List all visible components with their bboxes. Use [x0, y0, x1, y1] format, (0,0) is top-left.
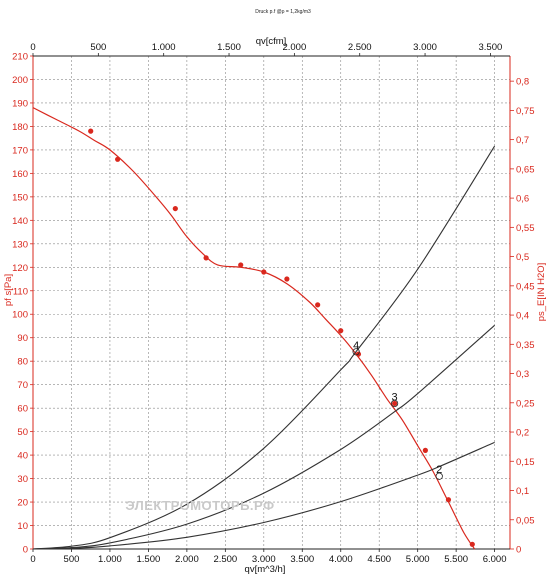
top-tick-label: 3.500 [479, 42, 503, 53]
right-tick-label: 0,65 [516, 164, 535, 175]
left-tick-label: 90 [17, 333, 28, 344]
left-tick-label: 190 [12, 98, 28, 109]
top-x-axis-label: qv[cfm] [256, 36, 287, 47]
markers: 2 3 4 [88, 128, 475, 547]
top-tick-label: 1.000 [152, 42, 176, 53]
system-curve [32, 441, 495, 550]
right-tick-label: 0,8 [516, 77, 529, 88]
left-tick-label: 50 [17, 427, 28, 438]
left-tick-label: 150 [12, 192, 28, 203]
top-tick-label: 500 [90, 42, 106, 53]
right-tick-label: 0,35 [516, 340, 535, 351]
left-tick-label: 210 [12, 52, 28, 63]
operating-point-label: 4 [353, 340, 359, 352]
top-tick-label: 2.500 [348, 42, 372, 53]
right-y-axis-label: ps_E[IN H2O] [536, 263, 547, 322]
left-tick-label: 60 [17, 404, 28, 415]
right-tick-label: 0,1 [516, 486, 529, 497]
top-tick-label: 0 [30, 42, 35, 53]
bottom-tick-label: 2.000 [175, 554, 199, 565]
right-tick-label: 0,3 [516, 369, 529, 380]
watermark: ЭЛЕКТРОМОТОРЬ.РФ [125, 498, 274, 513]
data-point-marker [88, 128, 94, 134]
right-tick-label: 0,25 [516, 398, 535, 409]
left-tick-label: 80 [17, 357, 28, 368]
left-tick-label: 20 [17, 498, 28, 509]
top-tick-label: 1.500 [217, 42, 241, 53]
bottom-tick-label: 3.500 [290, 554, 314, 565]
right-tick-label: 0,05 [516, 515, 535, 526]
data-point-marker [115, 156, 121, 162]
right-tick-label: 0,5 [516, 252, 529, 263]
right-tick-label: 0,7 [516, 135, 529, 146]
left-tick-label: 160 [12, 169, 28, 180]
left-tick-label: 130 [12, 239, 28, 250]
bottom-tick-label: 6.000 [483, 554, 507, 565]
left-tick-label: 180 [12, 122, 28, 133]
operating-point-label: 2 [436, 464, 442, 476]
data-point-marker [315, 302, 321, 308]
system-curve [32, 324, 495, 550]
left-tick-label: 110 [13, 286, 28, 297]
data-point-marker [391, 400, 398, 407]
right-tick-label: 0,2 [516, 428, 529, 439]
left-tick-label: 170 [12, 145, 28, 156]
data-point-marker [172, 205, 178, 212]
top-tick-label: 3.000 [413, 42, 437, 53]
bottom-tick-label: 4.000 [329, 554, 353, 565]
data-point-marker [445, 497, 452, 503]
operating-point-label: 3 [392, 391, 398, 403]
axes [30, 53, 514, 552]
bottom-tick-label: 4.500 [367, 554, 391, 565]
left-y-axis-label: pf s[Pa] [3, 274, 14, 306]
chart-title: Druck p.f @ρ = 1,2kg/m3 [255, 9, 311, 15]
left-tick-label: 140 [12, 216, 28, 227]
operating-point-marker [435, 472, 443, 480]
bottom-tick-label: 0 [30, 554, 35, 565]
right-tick-label: 0,45 [516, 281, 535, 292]
data-point-marker [203, 255, 209, 261]
operating-point-marker [352, 348, 360, 356]
right-tick-label: 0,55 [516, 223, 535, 234]
right-tick-label: 0,6 [516, 194, 529, 205]
data-point-marker [284, 276, 290, 282]
data-point-marker [238, 262, 244, 268]
left-tick-label: 200 [12, 75, 28, 86]
operating-point-marker [390, 399, 399, 408]
data-point-marker [422, 447, 428, 453]
bottom-tick-label: 3.000 [252, 554, 276, 565]
bottom-tick-label: 1.500 [137, 554, 161, 565]
pressure-curve [32, 107, 476, 550]
data-point-marker [338, 328, 344, 334]
series [32, 107, 496, 550]
bottom-tick-label: 2.500 [213, 554, 237, 565]
right-tick-label: 0,15 [516, 457, 535, 468]
bottom-tick-label: 5.500 [444, 554, 468, 565]
right-tick-label: 0,4 [516, 311, 529, 322]
left-tick-label: 120 [12, 263, 28, 274]
left-tick-label: 10 [17, 521, 28, 532]
tick-labels: 0102030405060708090100110120130140150160… [12, 42, 534, 565]
system-curve [32, 145, 496, 550]
right-tick-label: 0,75 [516, 106, 535, 117]
bottom-tick-label: 1.000 [98, 554, 122, 565]
left-tick-label: 70 [17, 380, 28, 391]
bottom-tick-label: 5.000 [406, 554, 430, 565]
bottom-x-axis-label: qv[m^3/h] [245, 564, 286, 575]
left-tick-label: 40 [17, 451, 28, 462]
top-tick-label: 2.000 [282, 42, 306, 53]
data-point-marker [261, 269, 267, 275]
left-tick-label: 100 [12, 310, 28, 321]
left-tick-label: 30 [17, 474, 28, 485]
bottom-tick-label: 500 [64, 554, 80, 565]
data-point-marker [469, 541, 475, 547]
left-tick-label: 0 [23, 545, 28, 556]
right-tick-label: 0 [516, 545, 521, 556]
grid [33, 56, 510, 549]
